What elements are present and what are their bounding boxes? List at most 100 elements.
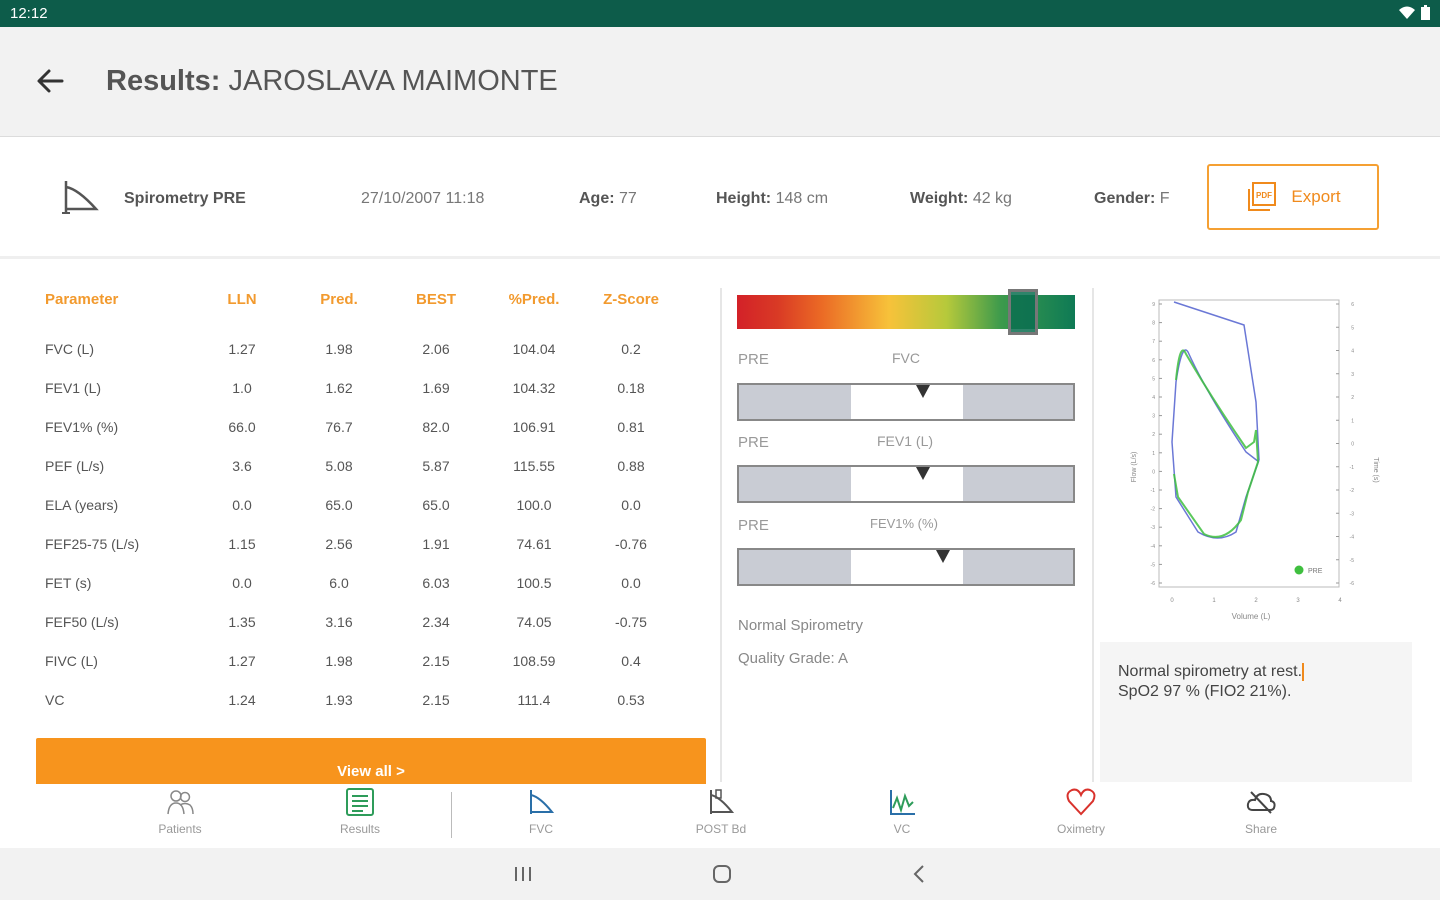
system-back-icon[interactable]: [905, 862, 935, 886]
nav-results[interactable]: Results: [300, 788, 420, 836]
table-cell: 82.0: [422, 419, 450, 435]
parameter-name: FEF25-75 (L/s): [45, 536, 140, 552]
nav-fvc[interactable]: FVC: [481, 788, 601, 836]
app-bar: Results: JAROSLAVA MAIMONTE: [0, 27, 1440, 137]
table-row: PEF (L/s) 3.6 5.08 5.87 115.55 0.88: [0, 458, 720, 497]
table-cell: 1.27: [228, 341, 256, 357]
parameter-name: FEV1 (L): [45, 380, 102, 396]
gauge-bar-fev1: [737, 465, 1075, 503]
flow-volume-chart: 9 8 7 6 5 4 3 2 1 0 -1 -2 -3 -4 -5 -6 6 5 4 3 2 1 0 -1 -2 -3 -4 -5 -…: [1131, 299, 1379, 621]
table-cell: 104.32: [512, 380, 556, 396]
y2-tick-label: 1: [1351, 418, 1354, 424]
back-arrow-icon[interactable]: [34, 65, 66, 97]
fvc-icon: [530, 790, 555, 814]
table-row: ELA (years) 0.0 65.0 65.0 100.0 0.0: [0, 497, 720, 536]
nav-label: FVC: [529, 822, 553, 836]
table-cell: 1.35: [228, 614, 256, 630]
table-row: FEF50 (L/s) 1.35 3.16 2.34 74.05 -0.75: [0, 614, 720, 653]
gauge-indicator: [935, 550, 950, 563]
y-tick-label: -3: [1151, 525, 1156, 531]
notes-textarea[interactable]: Normal spirometry at rest. SpO2 97 % (FI…: [1100, 642, 1412, 782]
y2-tick-label: -3: [1350, 511, 1355, 517]
parameter-name: FEV1% (%): [45, 419, 119, 435]
table-cell: 106.91: [512, 419, 556, 435]
patient-gender: Gender: F: [1094, 190, 1170, 207]
table-cell: -0.76: [615, 536, 647, 552]
y2-tick-label: -4: [1350, 535, 1355, 541]
nav-share[interactable]: Share: [1201, 788, 1321, 836]
nav-patients[interactable]: Patients: [120, 788, 240, 836]
table-cell: 111.4: [517, 692, 551, 708]
y-tick-label: 7: [1152, 339, 1155, 345]
pre-flow-volume-curve: [1173, 349, 1260, 538]
table-cell: 1.15: [228, 536, 256, 552]
y-tick-label: 0: [1152, 469, 1155, 475]
view-all-label: View all >: [337, 763, 405, 780]
y2-tick-label: -1: [1350, 465, 1355, 471]
view-all-button[interactable]: View all >: [36, 738, 706, 784]
table-header-row: Parameter LLN Pred. BEST %Pred. Z-Score: [0, 291, 720, 330]
table-row: FIVC (L) 1.27 1.98 2.15 108.59 0.4: [0, 653, 720, 692]
table-cell: 3.16: [325, 614, 353, 630]
wifi-icon: [1399, 6, 1415, 19]
gauge-param-label: FEV1% (%): [870, 516, 938, 531]
table-cell: 2.56: [325, 536, 353, 552]
table-cell: 3.6: [232, 458, 252, 474]
nav-label: Patients: [158, 822, 202, 836]
gauge-indicator: [915, 467, 930, 480]
y-tick-label: 5: [1152, 376, 1155, 382]
table-cell: 0.4: [621, 653, 641, 669]
legend-label: PRE: [1308, 568, 1323, 575]
export-pdf-button[interactable]: PDF Export: [1207, 164, 1379, 230]
y2-tick-label: 6: [1351, 302, 1354, 308]
share-icon: [1246, 791, 1276, 814]
y-tick-label: 6: [1152, 358, 1155, 364]
table-cell: 5.08: [325, 458, 353, 474]
patient-name: JAROSLAVA MAIMONTE: [228, 65, 558, 97]
system-navigation-bar: [0, 848, 1440, 900]
export-label: Export: [1291, 187, 1341, 206]
nav-vc[interactable]: VC: [842, 788, 962, 836]
gauge-indicator: [915, 385, 930, 398]
table-row: FEF25-75 (L/s) 1.15 2.56 1.91 74.61 -0.76: [0, 536, 720, 575]
table-cell: 0.81: [617, 419, 645, 435]
nav-oximetry[interactable]: Oximetry: [1021, 788, 1141, 836]
table-cell: 1.24: [228, 692, 256, 708]
gauge-bar-fvc: [737, 383, 1075, 421]
home-icon[interactable]: [707, 862, 737, 886]
column-header: LLN: [227, 291, 257, 308]
parameter-name: ELA (years): [45, 497, 119, 513]
nav-post-bd[interactable]: POST Bd: [661, 788, 781, 836]
plot-frame: [1158, 299, 1340, 588]
table-cell: 2.06: [422, 341, 450, 357]
table-row: VC 1.24 1.93 2.15 111.4 0.53: [0, 692, 720, 731]
patient-age: Age: 77: [579, 190, 637, 207]
table-cell: 1.27: [228, 653, 256, 669]
parameter-name: PEF (L/s): [45, 458, 105, 474]
gauge-panel: PRE FVC PRE FEV1 (L) PRE FEV1% (%) Norma…: [722, 262, 1092, 782]
spirometry-icon: [62, 181, 99, 214]
y-tick-label: 2: [1152, 432, 1155, 438]
table-cell: 0.53: [617, 692, 645, 708]
gauge-pre-label: PRE: [738, 351, 769, 368]
table-cell: 0.2: [621, 341, 641, 357]
status-time: 12:12: [10, 5, 48, 22]
severity-marker: [1008, 289, 1039, 335]
table-cell: 6.03: [422, 575, 450, 591]
recent-apps-icon[interactable]: [508, 862, 538, 886]
table-cell: 2.15: [422, 653, 450, 669]
gauge-bar-fev1-percent: [737, 548, 1075, 586]
y-tick-label: 8: [1152, 321, 1155, 327]
table-cell: 1.62: [325, 380, 353, 396]
column-header: %Pred.: [508, 291, 560, 308]
y-tick-label: 1: [1152, 451, 1155, 457]
table-row: FEV1 (L) 1.0 1.62 1.69 104.32 0.18: [0, 380, 720, 419]
parameter-name: FET (s): [45, 575, 92, 591]
overall-severity-bar: [737, 289, 1075, 335]
table-cell: 6.0: [329, 575, 349, 591]
svg-text:PDF: PDF: [1256, 191, 1272, 200]
table-cell: 66.0: [228, 419, 256, 435]
table-cell: 108.59: [512, 653, 556, 669]
results-icon: [346, 788, 374, 816]
vc-icon: [890, 790, 915, 815]
